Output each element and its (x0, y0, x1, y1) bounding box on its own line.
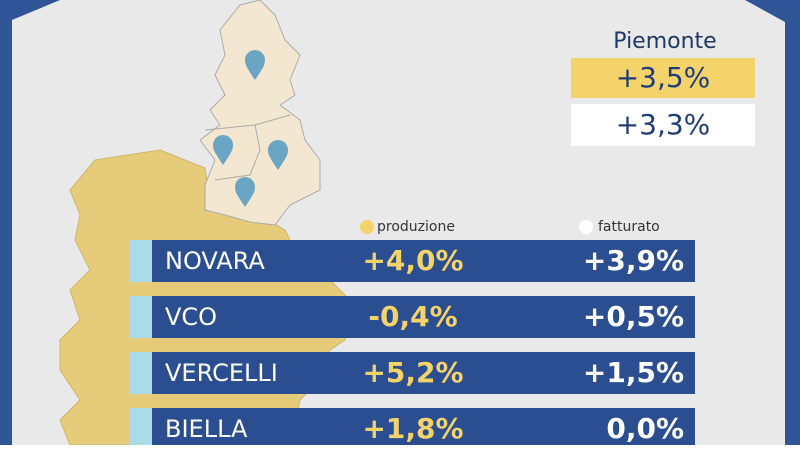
row-tab (130, 296, 152, 338)
map-boundary (204, 124, 261, 181)
right-border (745, 0, 800, 445)
produzione-value: +5,2% (362, 356, 463, 389)
produzione-value: -0,4% (368, 300, 457, 333)
map-provinces (199, 0, 321, 226)
row-tab (130, 240, 152, 282)
pin (268, 140, 288, 170)
left-border (0, 0, 60, 445)
pin (213, 135, 233, 165)
region-fatturato-box (571, 104, 755, 146)
fatturato-value: +3,9% (583, 244, 684, 277)
fatturato-value: +1,5% (583, 356, 684, 389)
fatturato-value: 0,0% (606, 412, 684, 445)
fatturato-value: +0,5% (583, 300, 684, 333)
province-name: NOVARA (165, 247, 265, 275)
region-fatturato: +3,3% (616, 108, 711, 141)
map-boundary (254, 114, 291, 126)
map-pins (213, 50, 288, 207)
row (152, 408, 695, 449)
legend-dot (360, 220, 374, 234)
legend-dot (579, 220, 593, 234)
pin (235, 177, 255, 207)
table: NOVARA +4,0% +3,9% VCO -0,4% +0,5% VERCELLI +5,… (130, 240, 695, 449)
region-name: Piemonte (613, 29, 716, 54)
row (152, 352, 695, 394)
pin (245, 50, 265, 80)
province-name: VCO (165, 303, 217, 331)
region-produzione: +3,5% (616, 61, 711, 94)
province-name: VERCELLI (165, 359, 278, 387)
row (152, 240, 695, 282)
row-tab (130, 352, 152, 394)
legend-label: produzione (377, 219, 455, 235)
province-name: BIELLA (165, 415, 248, 443)
row (152, 296, 695, 338)
region-produzione-box (571, 58, 755, 98)
legend-label: fatturato (598, 219, 660, 235)
row-tab (130, 408, 152, 449)
produzione-value: +4,0% (362, 244, 463, 277)
produzione-value: +1,8% (362, 412, 463, 445)
